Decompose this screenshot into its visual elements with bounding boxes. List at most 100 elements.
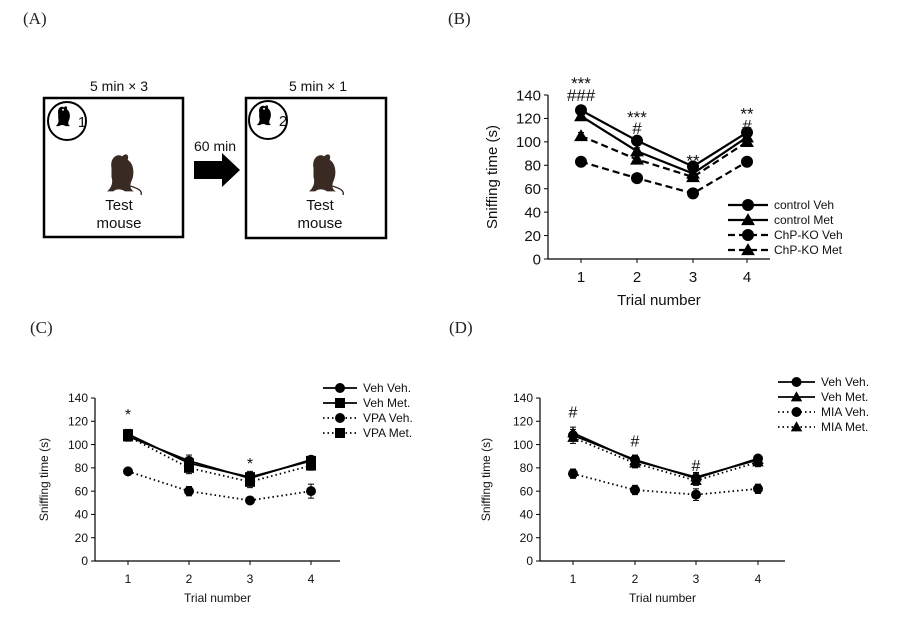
- y-tick-label: 100: [68, 438, 88, 452]
- legend: Veh Veh.Veh Met.MIA Veh.MIA Met.: [778, 375, 869, 434]
- series-line: [580, 115, 748, 175]
- legend-label: Veh Met.: [821, 390, 868, 404]
- significance-mark: *: [247, 456, 253, 473]
- interval-arrow-icon: [194, 153, 240, 187]
- box2-caption: 5 min × 1: [289, 78, 347, 94]
- data-point: [691, 489, 701, 500]
- data-point: [568, 468, 578, 479]
- x-tick-label: 2: [186, 572, 193, 586]
- series-line: [127, 435, 312, 480]
- significance-mark: ***: [627, 108, 647, 127]
- y-tick-label: 60: [524, 181, 541, 198]
- series-line: [572, 472, 759, 496]
- series-mia-met: [567, 431, 764, 486]
- series-vpa-veh: [123, 466, 316, 506]
- legend-marker: [335, 398, 345, 408]
- series-line: [580, 109, 748, 168]
- series-line: [580, 134, 748, 179]
- y-axis-label: Sniffing time (s): [484, 125, 501, 229]
- series-line: [127, 433, 312, 479]
- legend-marker: [742, 199, 754, 211]
- y-tick-label: 40: [75, 508, 89, 522]
- data-point: [631, 172, 643, 185]
- data-point: [686, 170, 700, 183]
- data-point: [630, 144, 644, 157]
- x-tick-label: 2: [632, 572, 639, 586]
- series-line: [572, 434, 759, 480]
- legend-marker: [790, 421, 803, 432]
- y-tick-label: 0: [533, 251, 541, 268]
- panel-a-schematic: 5 min × 3 1 Test mouse 60 min 5 min × 1: [42, 78, 388, 240]
- series-line: [572, 432, 759, 479]
- y-tick-label: 80: [520, 461, 534, 475]
- y-tick-label: 140: [513, 391, 533, 405]
- data-point: [630, 484, 640, 495]
- data-point: [629, 457, 641, 468]
- chart-b: 0 20 40 60 80 100 120 140 1 2 3 4 Trial number Sniffi…: [484, 74, 843, 309]
- data-point: [245, 476, 255, 487]
- series-line: [572, 436, 759, 482]
- stimulus-number-2: 2: [279, 113, 287, 130]
- data-point: [740, 134, 754, 148]
- y-tick-label: 140: [516, 87, 541, 104]
- legend-label: ChP-KO Met: [774, 243, 843, 257]
- data-point: [123, 466, 133, 477]
- x-axis-label: Trial number: [629, 591, 696, 605]
- chart-c: 0 20 40 60 80 100 120 140 1 2 3 4 Trial number Sniffi…: [37, 381, 413, 605]
- series-line: [580, 160, 748, 195]
- data-point: [690, 474, 702, 485]
- y-tick-label: 100: [513, 438, 533, 452]
- x-tick-label: 3: [247, 572, 254, 586]
- legend-marker: [791, 377, 802, 387]
- legend-marker: [741, 243, 755, 256]
- y-tick-label: 140: [68, 391, 88, 405]
- significance-mark: **: [740, 105, 754, 124]
- significance-mark: #: [631, 434, 640, 451]
- series-chp-ko-met: [574, 129, 754, 183]
- series-veh-veh: [123, 431, 316, 485]
- x-tick-label: 4: [308, 572, 315, 586]
- y-axis-label: Sniffing time (s): [479, 438, 493, 521]
- legend-marker: [335, 428, 345, 438]
- legend-label: Veh Veh.: [821, 375, 869, 389]
- significance-mark: #: [692, 458, 701, 475]
- y-tick-label: 0: [81, 554, 88, 568]
- significance-mark: ###: [567, 86, 596, 105]
- test-cage-2: [244, 96, 388, 240]
- stimulus-mouse-icon-1: [55, 106, 71, 127]
- x-axis-label: Trial number: [617, 292, 701, 309]
- test-cage-1: [42, 96, 185, 239]
- series-line: [127, 470, 312, 502]
- series-veh-veh: [568, 428, 763, 484]
- legend-label: MIA Met.: [821, 420, 868, 434]
- data-point: [753, 483, 763, 494]
- series-veh-met: [567, 426, 764, 483]
- panel-label-a: (A): [23, 9, 47, 28]
- data-point: [631, 134, 643, 147]
- legend-label: MIA Veh.: [821, 405, 869, 419]
- y-tick-label: 20: [520, 531, 534, 545]
- legend-marker: [335, 383, 345, 393]
- test-mouse-label-1-line2: mouse: [96, 215, 141, 232]
- y-tick-label: 120: [68, 414, 88, 428]
- legend-label: control Veh: [774, 198, 834, 212]
- x-tick-label: 1: [125, 572, 132, 586]
- x-tick-label: 1: [570, 572, 577, 586]
- legend-marker: [742, 229, 754, 241]
- series-line: [127, 435, 312, 483]
- y-tick-label: 0: [526, 554, 533, 568]
- test-mouse-icon-1: [107, 154, 142, 196]
- x-tick-label: 3: [693, 572, 700, 586]
- stimulus-number-1: 1: [78, 114, 86, 131]
- legend-marker: [741, 213, 755, 226]
- y-tick-label: 20: [524, 228, 541, 245]
- legend-label: ChP-KO Veh: [774, 228, 843, 242]
- series-mia-veh: [568, 468, 763, 501]
- data-point: [567, 431, 579, 442]
- panel-label-b: (B): [448, 9, 471, 28]
- panel-label-c: (C): [30, 318, 53, 337]
- data-point: [574, 109, 588, 122]
- data-point: [741, 155, 753, 168]
